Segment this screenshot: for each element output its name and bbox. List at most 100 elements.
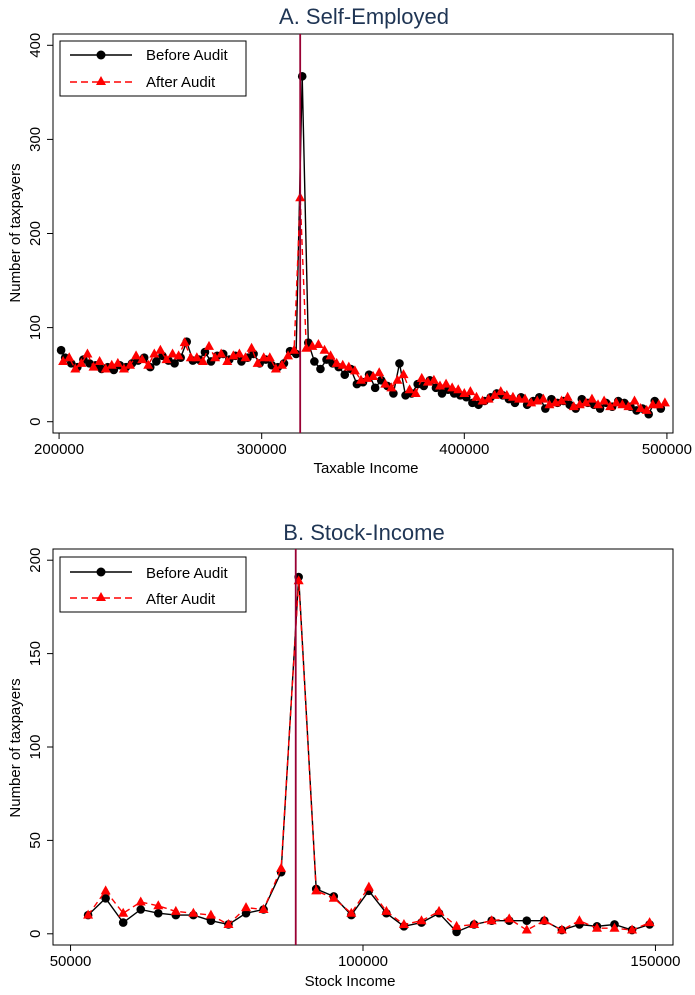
legend-before-label: Before Audit: [146, 565, 229, 582]
series-line-after-audit: [87, 580, 650, 931]
y-tick-label: 200: [27, 548, 44, 573]
point-before-audit: [153, 908, 163, 918]
point-after-audit: [599, 395, 610, 405]
x-tick-label: 50000: [50, 953, 92, 970]
x-axis-label: Stock Income: [305, 973, 396, 990]
y-tick-label: 0: [27, 930, 44, 938]
chart-title: B. Stock-Income: [283, 520, 444, 545]
point-after-audit: [216, 348, 227, 358]
point-after-audit: [591, 922, 602, 932]
point-after-audit: [283, 350, 294, 360]
point-after-audit: [368, 371, 379, 381]
point-before-audit: [101, 894, 110, 903]
y-tick-label: 100: [27, 315, 44, 340]
y-tick-label: 400: [27, 33, 44, 58]
series-marks: [56, 34, 670, 433]
point-after-audit: [469, 918, 480, 928]
point-after-audit: [191, 352, 202, 362]
point-after-audit: [173, 350, 184, 360]
point-after-audit: [501, 389, 512, 399]
point-after-audit: [276, 359, 287, 369]
point-after-audit: [538, 393, 549, 403]
point-before-audit: [370, 383, 380, 393]
point-after-audit: [204, 340, 215, 350]
point-after-audit: [258, 904, 269, 914]
point-after-audit: [486, 915, 497, 925]
point-after-audit: [556, 395, 567, 405]
chart-title: A. Self-Employed: [279, 4, 449, 29]
point-after-audit: [197, 355, 208, 365]
y-tick-label: 0: [27, 418, 44, 426]
point-after-audit: [319, 344, 330, 354]
x-ticks: 50000 100000 150000: [50, 945, 680, 970]
x-tick-label: 300000: [237, 441, 287, 458]
panel-self-employed: A. Self-Employed Number of taxpayers Tax…: [7, 4, 692, 477]
point-after-audit: [149, 348, 160, 358]
point-after-audit: [349, 365, 360, 375]
point-before-audit: [136, 905, 146, 914]
legend: Before Audit After Audit: [59, 556, 247, 613]
point-after-audit: [392, 374, 403, 384]
point-after-audit: [88, 361, 99, 371]
point-after-audit: [112, 357, 123, 367]
point-after-audit: [627, 924, 638, 934]
legend-after-marker: [96, 592, 106, 601]
x-axis-label: Taxable Income: [313, 460, 418, 477]
y-axis-label: Number of taxpayers: [7, 163, 24, 302]
point-after-audit: [617, 399, 628, 409]
point-after-audit: [205, 909, 216, 919]
point-after-audit: [416, 915, 427, 925]
y-ticks: 0 100 200 300 400: [27, 33, 53, 426]
point-after-audit: [264, 352, 275, 362]
legend-before-marker: [96, 50, 106, 60]
y-ticks: 0 50 100 150 200: [27, 548, 53, 938]
point-after-audit: [447, 382, 458, 392]
point-after-audit: [520, 393, 531, 403]
point-after-audit: [635, 403, 646, 413]
point-after-audit: [118, 363, 129, 373]
point-before-audit: [297, 72, 307, 81]
point-after-audit: [135, 896, 146, 906]
point-after-audit: [276, 862, 287, 872]
point-after-audit: [222, 355, 233, 365]
point-after-audit: [311, 885, 322, 895]
point-after-audit: [539, 915, 550, 925]
point-before-audit: [310, 357, 319, 366]
point-after-audit: [495, 386, 506, 396]
point-after-audit: [507, 391, 518, 401]
point-after-audit: [241, 902, 252, 912]
point-after-audit: [223, 918, 234, 928]
point-after-audit: [611, 397, 622, 407]
x-ticks: 200000 300000 400000 500000: [34, 433, 692, 458]
point-after-audit: [337, 359, 348, 369]
point-after-audit: [331, 357, 342, 367]
point-after-audit: [137, 354, 148, 364]
point-after-audit: [434, 905, 445, 915]
point-after-audit: [574, 915, 585, 925]
point-after-audit: [398, 918, 409, 928]
y-axis-label: Number of taxpayers: [7, 678, 24, 817]
legend-box: [59, 40, 247, 97]
point-after-audit: [313, 339, 324, 349]
point-after-audit: [76, 357, 87, 367]
point-after-audit: [398, 369, 409, 379]
point-after-audit: [289, 344, 300, 354]
y-tick-label: 50: [27, 832, 44, 849]
point-after-audit: [131, 350, 142, 360]
y-tick-label: 300: [27, 127, 44, 152]
point-after-audit: [605, 401, 616, 411]
point-before-audit: [316, 364, 325, 374]
y-tick-label: 150: [27, 641, 44, 666]
legend-after-label: After Audit: [146, 74, 216, 91]
point-after-audit: [451, 920, 462, 930]
point-after-audit: [170, 905, 181, 915]
point-after-audit: [586, 393, 597, 403]
x-tick-label: 400000: [439, 441, 489, 458]
point-after-audit: [641, 404, 652, 414]
point-after-audit: [386, 382, 397, 392]
point-after-audit: [270, 363, 281, 373]
point-after-audit: [64, 352, 75, 362]
point-after-audit: [644, 917, 655, 927]
point-after-audit: [70, 363, 81, 373]
point-before-audit: [152, 357, 161, 366]
